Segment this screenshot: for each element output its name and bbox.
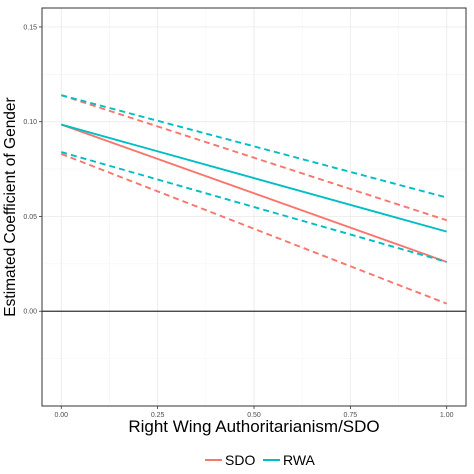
x-tick-label: 0.00 [54, 412, 68, 419]
series-group [60, 94, 448, 305]
x-axis-title: Right Wing Authoritarianism/SDO [128, 417, 379, 436]
series-sdo-ci-upper [60, 94, 448, 222]
y-tick-label: 0.10 [23, 119, 37, 126]
y-tick-label: 0.05 [23, 214, 37, 221]
series-rwa-ci-upper [61, 94, 447, 199]
x-tick-label: 0.75 [344, 412, 358, 419]
y-tick-label: 0.00 [23, 309, 37, 316]
series-sdo-ci-lower [60, 153, 448, 305]
axis-ticks: 0.00 0.25 0.50 0.75 1.00 0.00 0.05 0.10 0.15 [23, 24, 453, 419]
x-tick-label: 0.50 [247, 412, 261, 419]
y-tick-label: 0.15 [23, 24, 37, 31]
legend: SDO RWA [205, 452, 316, 468]
legend-label-rwa: RWA [283, 452, 316, 468]
series-sdo-estimate-line [60, 123, 448, 263]
series-rwa-estimate-line [61, 123, 447, 233]
x-tick-label: 1.00 [440, 412, 454, 419]
series-rwa [61, 94, 447, 263]
series-rwa-ci-lower [61, 151, 447, 263]
y-axis-title: Estimated Coefficient of Gender [2, 97, 19, 316]
legend-label-sdo: SDO [225, 452, 255, 468]
series-sdo [60, 94, 448, 305]
x-tick-label: 0.25 [151, 412, 165, 419]
